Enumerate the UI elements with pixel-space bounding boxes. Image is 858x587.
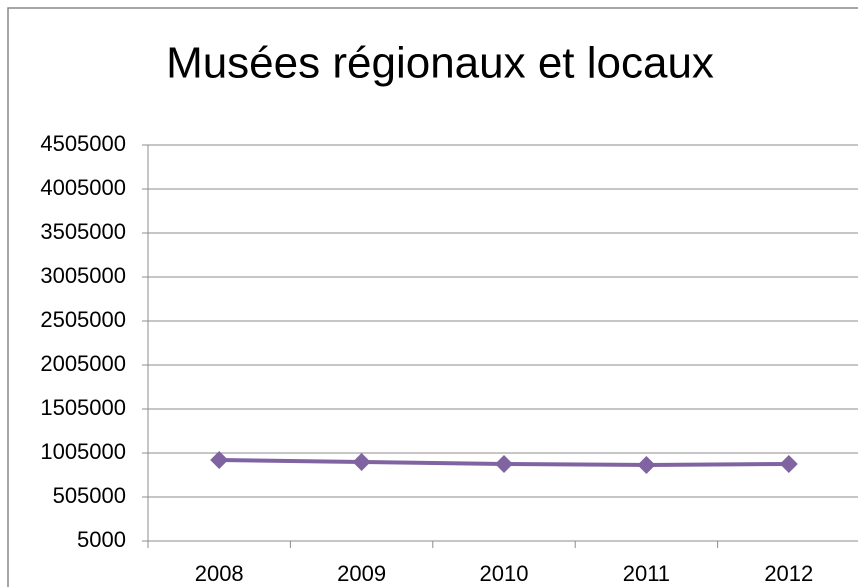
x-tick-label: 2009 xyxy=(337,561,386,586)
y-tick-label: 3005000 xyxy=(40,263,126,288)
y-tick-label: 3505000 xyxy=(40,219,126,244)
y-tick-label: 5000 xyxy=(77,527,126,552)
marker xyxy=(779,455,798,473)
marker xyxy=(210,451,229,470)
y-tick-label: 1005000 xyxy=(40,439,126,464)
marker xyxy=(495,455,513,473)
x-tick-label: 2010 xyxy=(480,561,529,586)
y-tick-label: 4005000 xyxy=(40,175,126,200)
y-tick-label: 4505000 xyxy=(40,131,126,156)
chart-title: Musées régionaux et locaux xyxy=(166,39,714,88)
y-tick-label: 1505000 xyxy=(40,395,126,420)
x-tick-label: 2011 xyxy=(623,561,670,586)
marker xyxy=(637,455,656,474)
y-tick-label: 2005000 xyxy=(40,351,126,376)
y-tick-label: 505000 xyxy=(53,483,126,508)
marker xyxy=(352,452,371,471)
chart-border xyxy=(7,7,858,587)
y-tick-label: 2505000 xyxy=(40,307,126,332)
x-tick-label: 2008 xyxy=(195,561,244,586)
x-tick-label: 2012 xyxy=(764,561,813,586)
